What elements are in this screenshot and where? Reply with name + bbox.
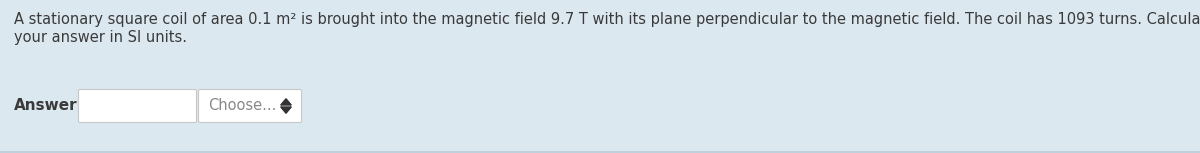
- Polygon shape: [281, 99, 292, 105]
- Text: Answer:: Answer:: [14, 97, 84, 112]
- FancyBboxPatch shape: [78, 90, 197, 123]
- Text: your answer in SI units.: your answer in SI units.: [14, 30, 187, 45]
- Polygon shape: [281, 107, 292, 113]
- Text: A stationary square coil of area 0.1 m² is brought into the magnetic field 9.7 T: A stationary square coil of area 0.1 m² …: [14, 12, 1200, 27]
- Text: Choose...: Choose...: [208, 99, 276, 114]
- FancyBboxPatch shape: [198, 90, 301, 123]
